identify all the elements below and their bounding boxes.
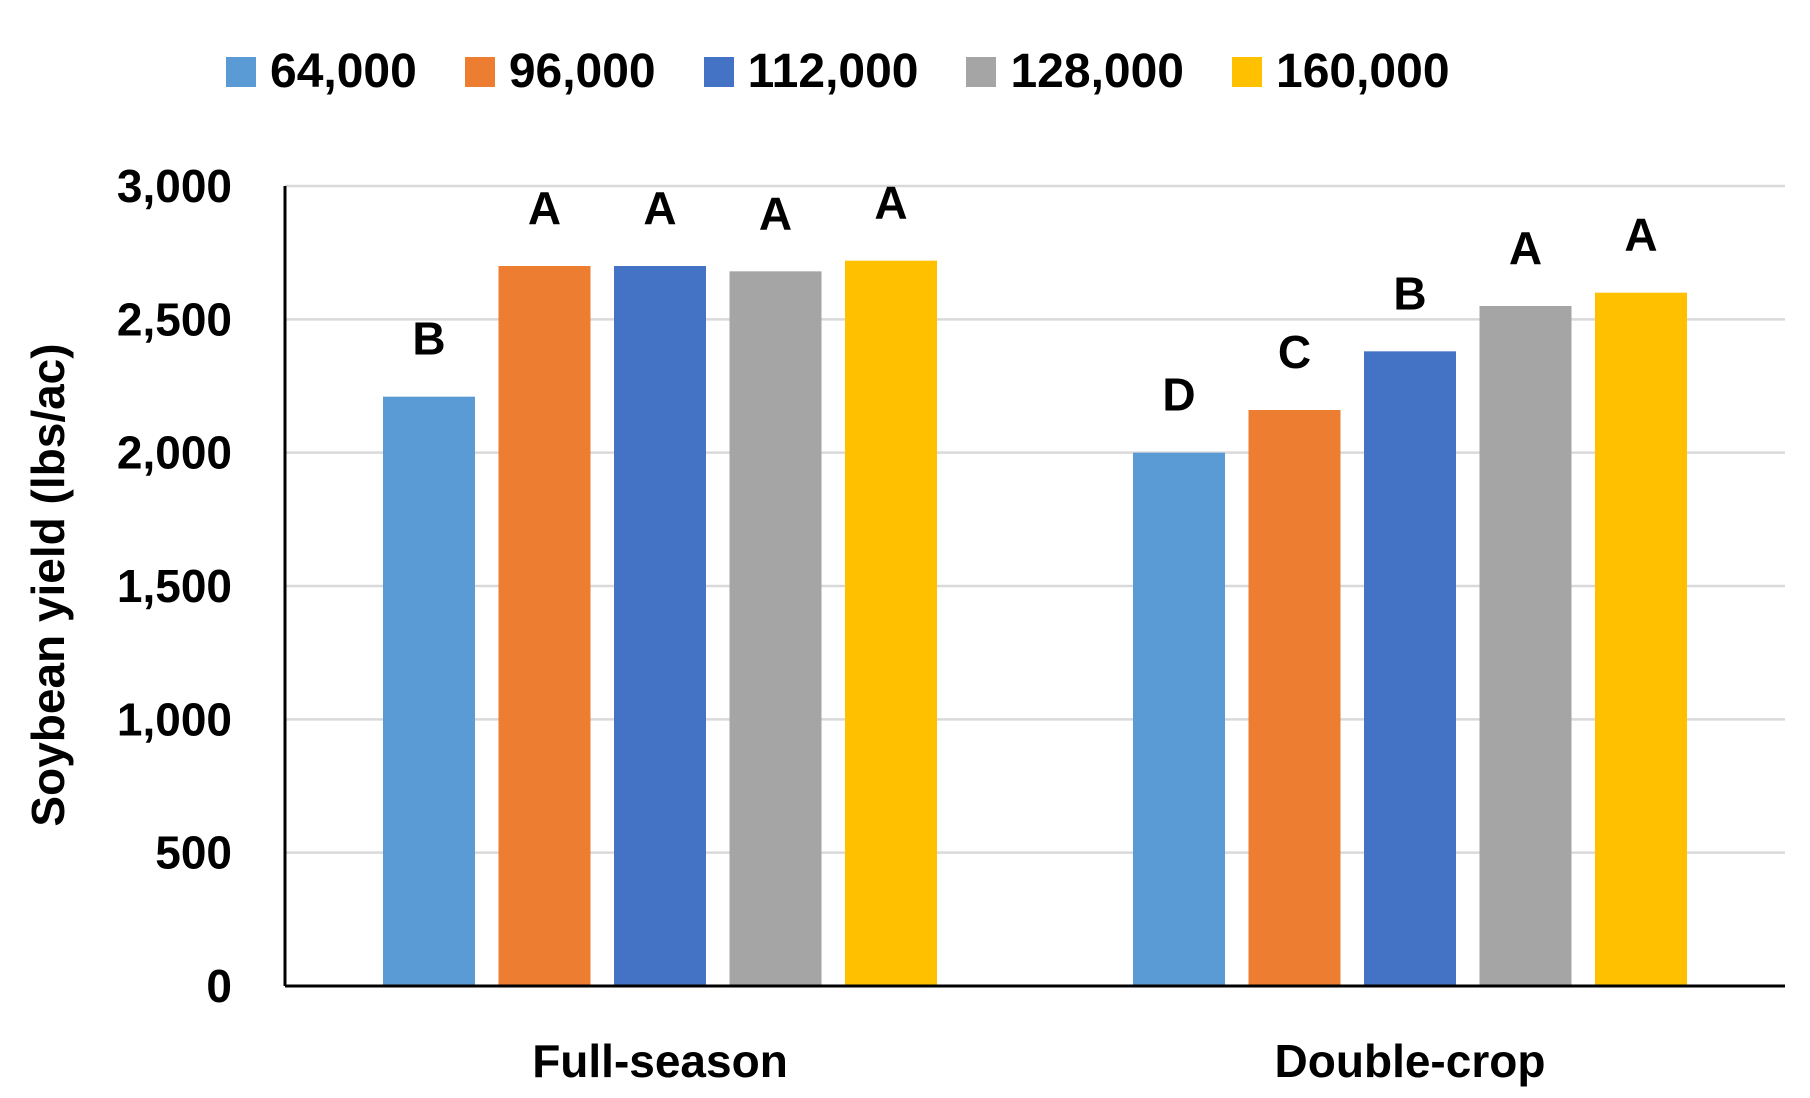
significance-letter: B — [412, 313, 445, 365]
significance-letter: A — [1509, 222, 1542, 274]
bar — [383, 396, 475, 987]
significance-letter: A — [1624, 209, 1657, 261]
bar — [1133, 452, 1225, 987]
bar — [1595, 292, 1687, 987]
legend-item-112000: 112,000 — [703, 44, 919, 99]
significance-letter: D — [1162, 369, 1195, 421]
y-tick-label: 1,500 — [117, 560, 232, 612]
significance-letter: B — [1393, 267, 1426, 319]
y-tick-label: 2,000 — [117, 427, 232, 479]
bar — [729, 271, 822, 986]
axes — [283, 186, 1785, 988]
y-tick-label: 2,500 — [117, 293, 232, 345]
x-tick-labels: Full-season Double-crop — [532, 1035, 1545, 1087]
significance-letters: B A A A A D C B A A — [412, 177, 1657, 421]
y-tick-label: 500 — [155, 827, 232, 879]
legend-swatch-64000 — [226, 56, 256, 87]
bar — [1248, 410, 1341, 986]
bar — [498, 266, 591, 986]
significance-letter: A — [643, 182, 676, 234]
y-tick-labels: 0 500 1,000 1,500 2,000 2,500 3,000 — [117, 160, 232, 1012]
legend-label-112000: 112,000 — [747, 45, 919, 98]
legend-label-96000: 96,000 — [508, 45, 656, 98]
legend-swatch-96000 — [464, 56, 495, 87]
legend-label-128000: 128,000 — [1010, 45, 1184, 98]
legend-swatch-112000 — [703, 56, 734, 87]
legend-swatch-128000 — [966, 56, 997, 87]
legend-swatch-160000 — [1232, 56, 1262, 87]
legend-item-128000: 128,000 — [966, 44, 1184, 99]
y-tick-label: 3,000 — [117, 160, 232, 212]
legend-item-64000: 64,000 — [226, 44, 417, 99]
bar — [1364, 351, 1456, 986]
legend-label-160000: 160,000 — [1276, 45, 1450, 98]
significance-letter: C — [1278, 326, 1311, 378]
y-tick-label: 0 — [206, 960, 232, 1012]
legend-label-64000: 64,000 — [270, 45, 417, 98]
bars — [383, 260, 1687, 987]
y-axis-label: Soybean yield (lbs/ac) — [22, 343, 74, 826]
legend: 64,000 96,000 112,000 128,000 160,000 — [226, 44, 1498, 99]
legend-item-96000: 96,000 — [464, 44, 656, 99]
legend-item-160000: 160,000 — [1232, 44, 1450, 99]
bar — [845, 260, 937, 987]
y-tick-label: 1,000 — [117, 693, 232, 745]
bar — [1479, 306, 1572, 986]
significance-letter: A — [874, 177, 907, 229]
bar — [614, 266, 706, 986]
significance-letter: A — [759, 187, 792, 239]
significance-letter: A — [528, 182, 561, 234]
x-tick-label: Full-season — [532, 1035, 788, 1087]
x-tick-label: Double-crop — [1275, 1035, 1546, 1087]
